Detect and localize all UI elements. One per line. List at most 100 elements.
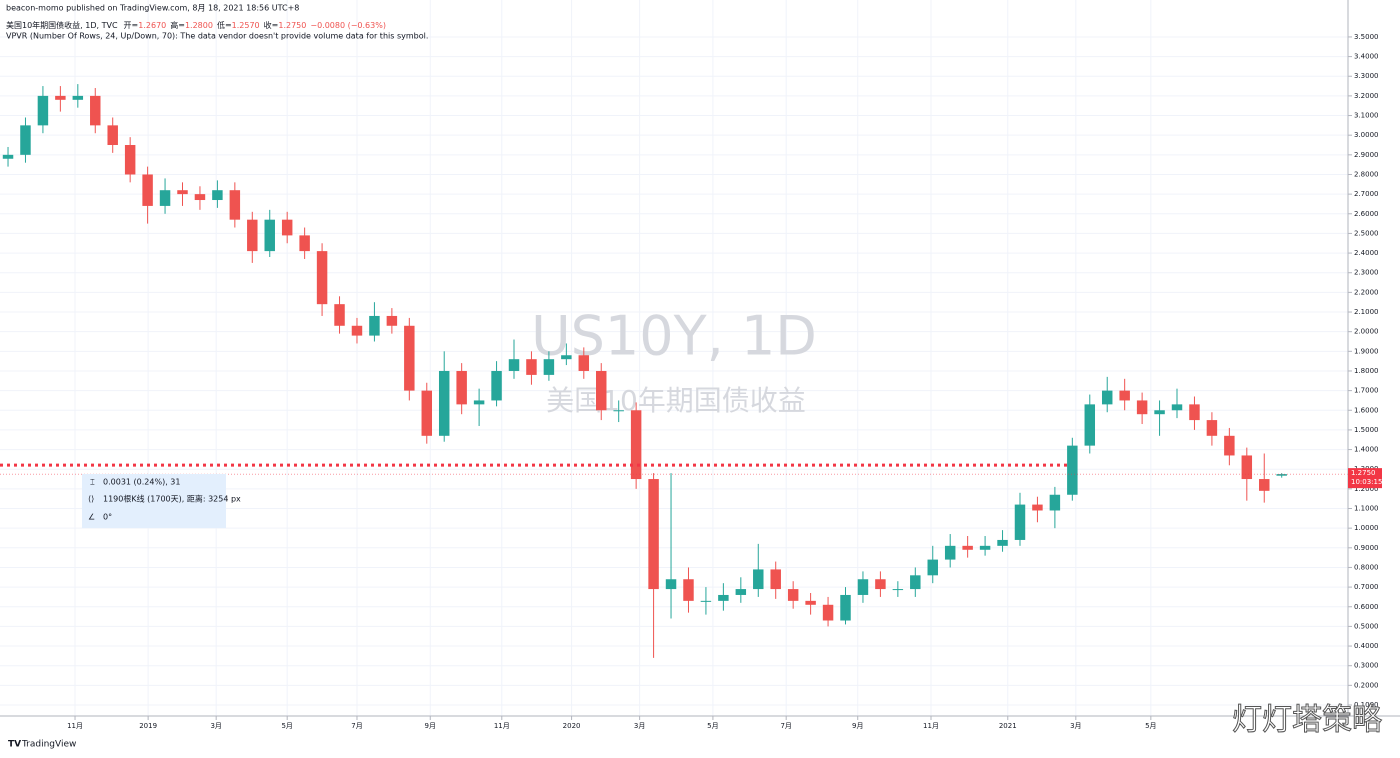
y-tick-label: 3.0000 xyxy=(1354,131,1379,139)
x-tick-label: 3月 xyxy=(1070,722,1081,730)
close-label: 收 xyxy=(264,20,272,30)
candle-body xyxy=(1084,404,1096,446)
measure-bars: 1190根K线 (1700天), 距离: 3254 px xyxy=(103,494,241,504)
y-tick-label: 0.7000 xyxy=(1354,583,1379,591)
y-tick-label: 2.4000 xyxy=(1354,249,1379,257)
x-tick-label: 7月 xyxy=(780,722,791,730)
candle-body xyxy=(822,604,834,621)
indicator: VPVR (Number Of Rows, 24, Up/Down, 70): … xyxy=(6,32,428,41)
candle-body xyxy=(944,545,956,560)
published: beacon-momo published on TradingView.com… xyxy=(6,4,299,13)
candle-body xyxy=(1101,390,1113,405)
candle-body xyxy=(1136,400,1148,415)
candle-body xyxy=(386,315,398,326)
y-tick-label: 0.1000 xyxy=(1354,701,1379,709)
y-tick-label: 2.2000 xyxy=(1354,288,1379,296)
candle-body xyxy=(316,251,328,305)
y-tick-label: 1.2000 xyxy=(1354,485,1379,493)
y-tick-label: 3.3000 xyxy=(1354,72,1379,80)
y-tick-label: 2.8000 xyxy=(1354,170,1379,178)
candle-body xyxy=(456,370,467,405)
candle-body xyxy=(1241,455,1253,480)
candle-body xyxy=(1189,404,1200,421)
brand: TradingView xyxy=(21,740,76,750)
candle-body xyxy=(334,304,345,326)
measure-price: 0.0031 (0.24%), 31 xyxy=(103,478,180,487)
open: 1.2670 xyxy=(138,21,166,30)
candle-body xyxy=(37,95,49,126)
candles xyxy=(0,84,1348,658)
candle-body xyxy=(55,95,66,100)
candle-body xyxy=(892,589,904,591)
measure-angle: 0° xyxy=(103,513,112,522)
candle-body xyxy=(1014,504,1026,540)
candle-body xyxy=(683,579,694,601)
candle-body xyxy=(962,545,973,550)
countdown: 10:03:15 xyxy=(1351,478,1382,486)
candle-body xyxy=(421,390,433,436)
y-tick-label: 1.4000 xyxy=(1354,446,1379,454)
x-tick-label: 9月 xyxy=(852,722,863,730)
candle-body xyxy=(177,190,188,195)
candle-body xyxy=(369,315,380,336)
candle-body xyxy=(1259,479,1270,491)
candle-body xyxy=(630,410,642,480)
y-tick-label: 2.6000 xyxy=(1354,210,1379,218)
candle-body xyxy=(543,359,555,375)
change: −0.0080 (−0.63%) xyxy=(310,21,386,30)
x-tick-label: 11月 xyxy=(923,722,939,730)
candle-body xyxy=(700,600,712,602)
candle-body xyxy=(124,145,136,175)
candle-body xyxy=(351,325,363,336)
candle-body xyxy=(1154,410,1165,415)
candle-body xyxy=(212,190,223,201)
y-tick-label: 1.5000 xyxy=(1354,426,1379,434)
candle-body xyxy=(735,589,747,595)
y-tick-label: 3.5000 xyxy=(1354,33,1379,41)
symbol: 美国10年期国债收益, 1D, TVC xyxy=(6,20,118,30)
candle-body xyxy=(404,325,415,391)
candle-body xyxy=(264,219,275,252)
corner-watermark: 灯灯塔策略 xyxy=(1232,703,1382,738)
y-tick-label: 1.1000 xyxy=(1354,505,1379,513)
candle-body xyxy=(247,219,258,252)
candle-body xyxy=(2,154,14,159)
y-tick-label: 0.3000 xyxy=(1354,662,1379,670)
candle-body xyxy=(979,545,991,550)
x-tick-label: 9月 xyxy=(425,722,436,730)
low-label: 低 xyxy=(217,20,225,30)
candle-body xyxy=(805,600,816,605)
y-tick-label: 2.5000 xyxy=(1354,229,1379,237)
candle-body xyxy=(596,370,607,411)
candle-body xyxy=(281,219,293,236)
candle-body xyxy=(997,539,1008,546)
candle-body xyxy=(526,359,537,375)
candle-body xyxy=(787,589,799,601)
x-tick-label: 2020 xyxy=(563,722,581,730)
y-tick-label: 0.8000 xyxy=(1354,563,1379,571)
x-tick-label: 11月 xyxy=(67,722,83,730)
measure-box xyxy=(82,474,226,528)
candle-body xyxy=(648,479,659,590)
y-tick-label: 2.9000 xyxy=(1354,151,1379,159)
candle-body xyxy=(613,410,624,412)
candle-body xyxy=(90,95,101,126)
candle-body xyxy=(1032,504,1043,511)
y-tick-label: 1.6000 xyxy=(1354,406,1379,414)
x-tick-label: 2019 xyxy=(139,722,157,730)
candle-body xyxy=(578,355,590,371)
y-tick-label: 2.1000 xyxy=(1354,308,1379,316)
x-tick-label: 3月 xyxy=(210,722,221,730)
y-tick-label: 0.9000 xyxy=(1354,544,1379,552)
candle-body xyxy=(875,579,886,590)
y-tick-label: 2.0000 xyxy=(1354,328,1379,336)
watermark-subtitle: 美国10年期国债收益 xyxy=(546,384,806,417)
candle-body xyxy=(473,400,485,405)
x-tick-label: 7月 xyxy=(351,722,362,730)
x-tick-label: 5月 xyxy=(281,722,292,730)
x-tick-label: 11月 xyxy=(494,722,510,730)
measure-icon: ⌶ xyxy=(90,478,95,487)
y-tick-label: 1.7000 xyxy=(1354,387,1379,395)
y-tick-label: 0.4000 xyxy=(1354,642,1379,650)
